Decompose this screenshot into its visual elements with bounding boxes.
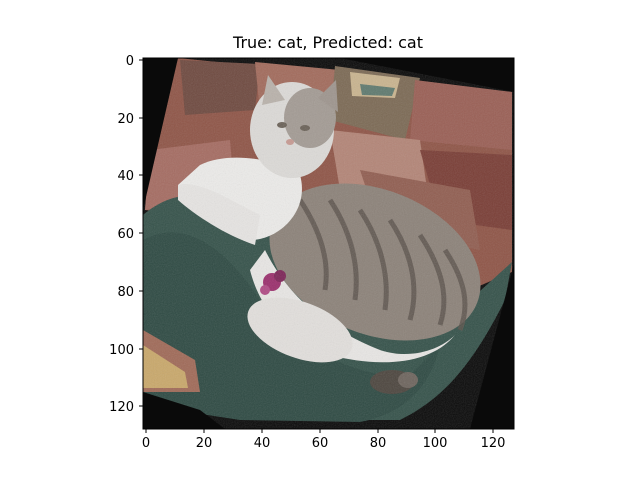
- y-tick-label: 40: [117, 169, 134, 184]
- y-tick-label: 100: [109, 343, 134, 358]
- x-tick-label: 0: [142, 436, 150, 451]
- x-tick-label: 60: [312, 436, 329, 451]
- x-tick-label: 40: [254, 436, 271, 451]
- y-tick-label: 80: [117, 285, 134, 300]
- x-tick-label: 120: [481, 436, 506, 451]
- cat-photo: [143, 58, 514, 429]
- image-plot: [143, 58, 514, 429]
- y-tick-label: 20: [117, 112, 134, 127]
- y-tick-label: 120: [109, 400, 134, 415]
- figure-title: True: cat, Predicted: cat: [232, 33, 423, 52]
- x-tick-label: 20: [196, 436, 213, 451]
- x-tick-label: 100: [423, 436, 448, 451]
- x-axis: 0 20 40 60 80 100 120: [142, 429, 506, 451]
- axes-frame: [142, 57, 515, 430]
- y-tick-label: 60: [117, 227, 134, 242]
- x-tick-label: 80: [370, 436, 387, 451]
- y-tick-label: 0: [126, 54, 134, 69]
- y-axis: 0 20 40 60 80 100 120: [109, 54, 143, 415]
